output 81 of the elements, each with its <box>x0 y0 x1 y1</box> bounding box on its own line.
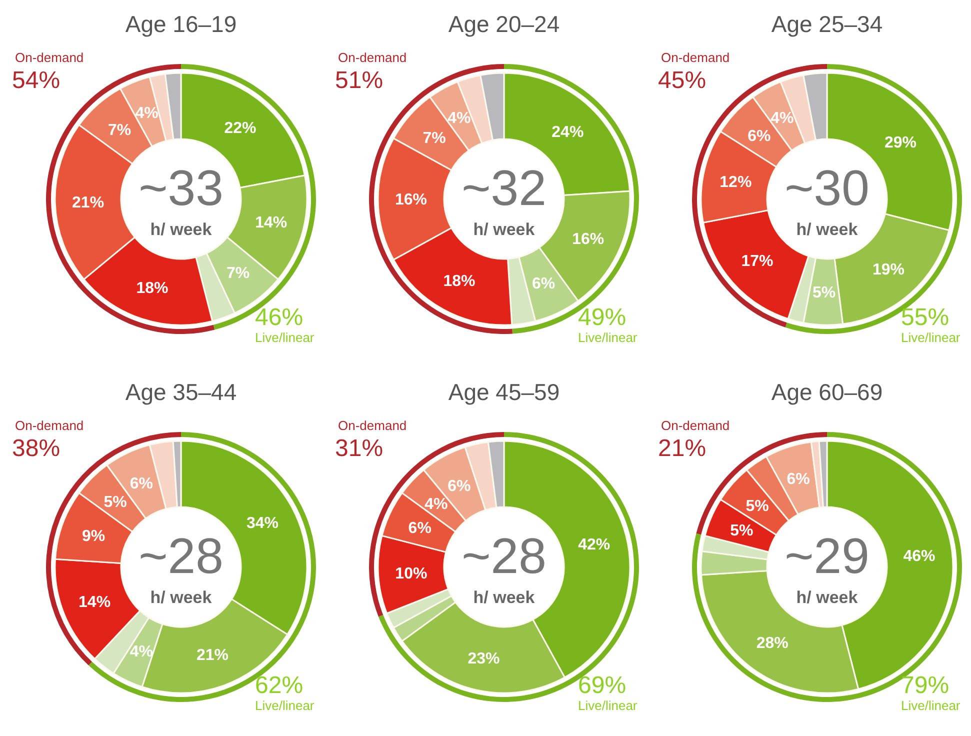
data-label: 5% <box>746 498 769 516</box>
text: ~28 <box>462 528 546 584</box>
data-label: 6% <box>748 128 771 145</box>
slice-label: On-demand <box>661 50 730 65</box>
slice-label: Live/linear <box>255 698 315 713</box>
data-label: 24% <box>552 124 584 141</box>
chart-title: Age 45–59 <box>448 379 560 405</box>
slice-label: Live/linear <box>578 330 638 345</box>
data-label: 29% <box>884 134 916 152</box>
data-label: 31% <box>335 435 384 462</box>
data-label: 55% <box>901 304 950 331</box>
data-label: 21% <box>72 194 104 212</box>
data-label: 14% <box>255 214 288 232</box>
text: ~28 <box>138 528 224 584</box>
data-label: 4% <box>135 105 158 122</box>
data-label: 14% <box>78 594 111 611</box>
slice-label: Live/linear <box>901 330 961 345</box>
text: h/ week <box>150 220 212 239</box>
data-label: 4% <box>130 644 153 661</box>
data-label: 46% <box>903 548 936 565</box>
data-label: 16% <box>572 231 604 248</box>
chart-title: Age 35–44 <box>125 379 237 405</box>
data-label: 6% <box>448 478 471 496</box>
data-label: 45% <box>658 67 706 94</box>
data-label: 5% <box>104 494 127 511</box>
data-label: 42% <box>578 536 610 554</box>
data-label: 62% <box>255 672 304 699</box>
slice-label: On-demand <box>338 418 407 433</box>
data-label: 34% <box>246 514 279 532</box>
data-label: 10% <box>395 565 428 582</box>
slice-label: On-demand <box>661 418 730 433</box>
data-label: 28% <box>756 634 788 652</box>
data-label: 23% <box>468 650 500 668</box>
data-label: 51% <box>335 67 384 94</box>
data-label: 69% <box>578 672 626 699</box>
slice-label: On-demand <box>338 50 407 65</box>
data-label: 22% <box>224 120 256 137</box>
data-label: 7% <box>226 265 250 282</box>
data-label: 79% <box>901 672 950 699</box>
data-label: 18% <box>136 280 168 298</box>
slice-label: Live/linear <box>901 698 961 713</box>
text: h/ week <box>473 588 536 607</box>
data-label: 4% <box>448 110 471 128</box>
data-label: 49% <box>578 304 626 331</box>
text: ~30 <box>784 160 870 216</box>
data-label: 16% <box>394 192 428 209</box>
chart-title: Age 20–24 <box>448 11 560 37</box>
data-label: 9% <box>82 528 106 546</box>
chart-title: Age 16–19 <box>125 11 237 37</box>
data-label: 4% <box>770 110 794 128</box>
data-label: 6% <box>532 276 556 293</box>
slice-label: Live/linear <box>578 698 638 713</box>
data-label: 6% <box>130 475 153 492</box>
chart-title: Age 60–69 <box>771 379 883 405</box>
data-label: 6% <box>408 520 432 538</box>
text: h/ week <box>473 220 536 239</box>
data-label: 4% <box>424 496 448 513</box>
data-label: 46% <box>255 304 304 331</box>
slice-label: On-demand <box>15 50 84 65</box>
text: ~32 <box>462 160 546 216</box>
data-label: 17% <box>741 253 774 270</box>
slice-label: Live/linear <box>255 330 315 345</box>
text: h/ week <box>796 220 858 239</box>
data-label: 38% <box>12 435 60 462</box>
text: h/ week <box>796 588 858 607</box>
data-label: 21% <box>196 647 229 664</box>
data-label: 18% <box>443 273 476 290</box>
data-label: 7% <box>108 122 132 139</box>
slice-label: On-demand <box>15 418 84 433</box>
data-label: 5% <box>730 522 754 540</box>
data-label: 12% <box>720 174 752 192</box>
text: h/ week <box>150 588 212 607</box>
data-label: 21% <box>658 435 706 462</box>
data-label: 6% <box>786 471 810 488</box>
data-label: 7% <box>422 130 446 148</box>
chart-title: Age 25–34 <box>771 11 883 37</box>
text: ~29 <box>784 528 870 584</box>
text: ~33 <box>138 160 224 216</box>
data-label: 5% <box>812 284 836 302</box>
data-label: 54% <box>12 67 60 94</box>
data-label: 19% <box>872 261 905 278</box>
